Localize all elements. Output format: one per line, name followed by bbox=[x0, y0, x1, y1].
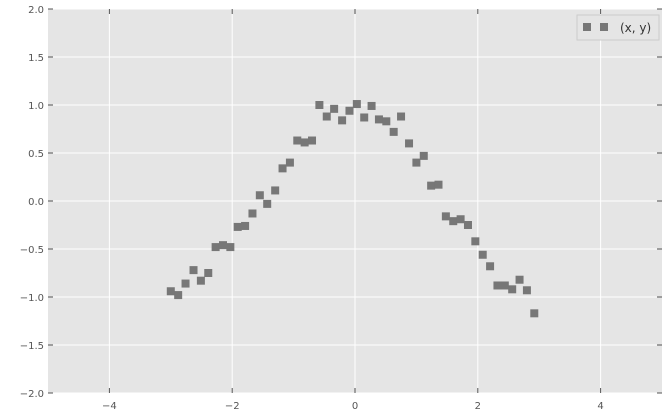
data-point bbox=[338, 116, 347, 125]
x-tick-label: 4 bbox=[597, 401, 603, 412]
y-tick-label: −0.5 bbox=[20, 245, 44, 256]
legend-marker bbox=[583, 23, 591, 31]
y-tick-label: 0.5 bbox=[28, 149, 44, 160]
y-tick-labels: −2.0 −1.5 −1.0 −0.5 0.0 0.5 1.0 1.5 2.0 bbox=[20, 5, 44, 400]
data-point bbox=[471, 237, 480, 246]
axis-ticks bbox=[48, 8, 662, 394]
data-point bbox=[419, 151, 428, 160]
data-point bbox=[315, 101, 324, 109]
x-tick-label: −4 bbox=[102, 401, 117, 412]
data-point bbox=[493, 281, 502, 290]
data-point bbox=[530, 309, 539, 318]
x-tick-labels: −4 −2 0 2 4 bbox=[102, 401, 604, 412]
data-point bbox=[204, 269, 213, 277]
y-tick-label: 1.5 bbox=[28, 53, 44, 64]
data-point bbox=[389, 127, 398, 136]
data-point bbox=[278, 164, 287, 173]
data-point bbox=[382, 117, 391, 126]
data-point bbox=[522, 286, 531, 295]
data-point bbox=[427, 181, 436, 190]
data-point bbox=[189, 266, 198, 275]
data-point bbox=[449, 217, 458, 226]
data-point bbox=[166, 287, 175, 296]
legend-box bbox=[576, 14, 660, 41]
data-point bbox=[174, 291, 183, 300]
data-point bbox=[226, 243, 235, 252]
data-point bbox=[352, 100, 361, 109]
data-point bbox=[248, 209, 257, 218]
y-tick-label: −1.5 bbox=[20, 341, 44, 352]
data-point bbox=[322, 112, 331, 121]
data-point bbox=[271, 186, 280, 195]
data-point bbox=[293, 136, 302, 145]
data-point bbox=[211, 243, 220, 252]
data-points bbox=[166, 100, 539, 318]
data-point bbox=[434, 180, 443, 189]
data-point bbox=[478, 250, 487, 259]
data-point bbox=[196, 276, 205, 285]
data-point bbox=[300, 138, 309, 147]
y-tick-label: 1.0 bbox=[28, 101, 44, 112]
data-point bbox=[486, 262, 495, 271]
legend-marker bbox=[600, 23, 608, 31]
data-point bbox=[360, 113, 369, 122]
data-point bbox=[456, 215, 465, 224]
data-point bbox=[218, 241, 227, 250]
data-point bbox=[374, 115, 383, 124]
x-tick-label: 0 bbox=[352, 401, 358, 412]
data-point bbox=[515, 275, 524, 284]
data-point bbox=[308, 136, 317, 145]
data-point bbox=[508, 285, 517, 294]
legend-label: (x, y) bbox=[620, 21, 651, 35]
data-point bbox=[255, 191, 264, 200]
data-point bbox=[500, 281, 509, 290]
data-point bbox=[263, 199, 272, 208]
data-point bbox=[441, 212, 450, 221]
data-point bbox=[345, 106, 354, 115]
data-point bbox=[233, 222, 242, 231]
y-tick-label: 2.0 bbox=[28, 5, 44, 16]
data-point bbox=[367, 101, 376, 110]
x-tick-label: 2 bbox=[475, 401, 481, 412]
data-point bbox=[463, 221, 472, 229]
data-point bbox=[181, 279, 190, 288]
data-point bbox=[330, 104, 339, 113]
y-tick-label: −1.0 bbox=[20, 293, 44, 304]
data-point bbox=[397, 112, 406, 121]
legend: (x, y) bbox=[576, 14, 660, 41]
y-tick-label: 0.0 bbox=[28, 197, 44, 208]
data-point bbox=[412, 158, 421, 167]
y-tick-label: −2.0 bbox=[20, 389, 44, 400]
data-point bbox=[241, 221, 250, 230]
data-point bbox=[285, 158, 294, 167]
x-tick-label: −2 bbox=[225, 401, 240, 412]
data-point bbox=[405, 139, 414, 148]
